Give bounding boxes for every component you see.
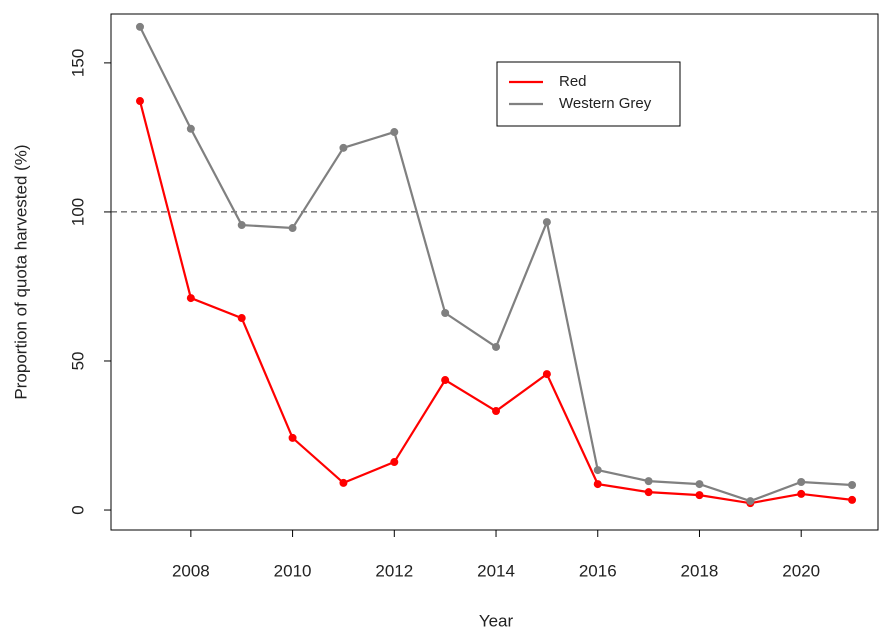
data-point — [492, 407, 501, 416]
plot-frame — [110, 13, 879, 531]
x-tick-label: 2016 — [579, 561, 617, 580]
y-axis-label: Proportion of quota harvested (%) — [11, 144, 30, 399]
data-point — [848, 480, 857, 489]
data-point — [135, 97, 144, 106]
y-tick-label: 50 — [68, 352, 87, 371]
data-point — [695, 480, 704, 489]
data-point — [288, 224, 297, 233]
data-point — [848, 495, 857, 504]
x-tick-label: 2010 — [274, 561, 312, 580]
data-point — [797, 478, 806, 487]
data-point — [542, 218, 551, 227]
x-tick-label: 2012 — [375, 561, 413, 580]
y-tick-label: 100 — [68, 198, 87, 226]
data-point — [390, 128, 399, 137]
x-tick-label: 2008 — [172, 561, 210, 580]
y-tick-label: 0 — [68, 505, 87, 514]
data-point — [441, 308, 450, 317]
data-point — [339, 143, 348, 152]
legend-box — [496, 61, 681, 127]
data-point — [441, 376, 450, 385]
data-point — [237, 314, 246, 323]
x-axis-label: Year — [479, 611, 514, 630]
data-point — [593, 480, 602, 489]
data-point — [695, 491, 704, 500]
data-point — [492, 342, 501, 351]
data-point — [644, 488, 653, 497]
data-point — [542, 370, 551, 379]
data-point — [135, 22, 144, 31]
y-tick-label: 150 — [68, 49, 87, 77]
series-line — [138, 100, 853, 505]
data-point — [339, 478, 348, 487]
data-point — [288, 433, 297, 442]
x-tick-label: 2020 — [782, 561, 820, 580]
data-point — [186, 124, 195, 133]
data-point — [186, 294, 195, 303]
series-line — [139, 26, 853, 503]
data-point — [644, 477, 653, 486]
legend-label: Western Grey — [559, 95, 652, 112]
x-tick-label: 2014 — [477, 561, 515, 580]
data-point — [746, 497, 755, 506]
data-point — [390, 458, 399, 467]
legend-label: Red — [559, 73, 587, 90]
x-tick-label: 2018 — [681, 561, 719, 580]
data-point — [237, 221, 246, 230]
data-point — [797, 489, 806, 498]
data-point — [593, 466, 602, 475]
